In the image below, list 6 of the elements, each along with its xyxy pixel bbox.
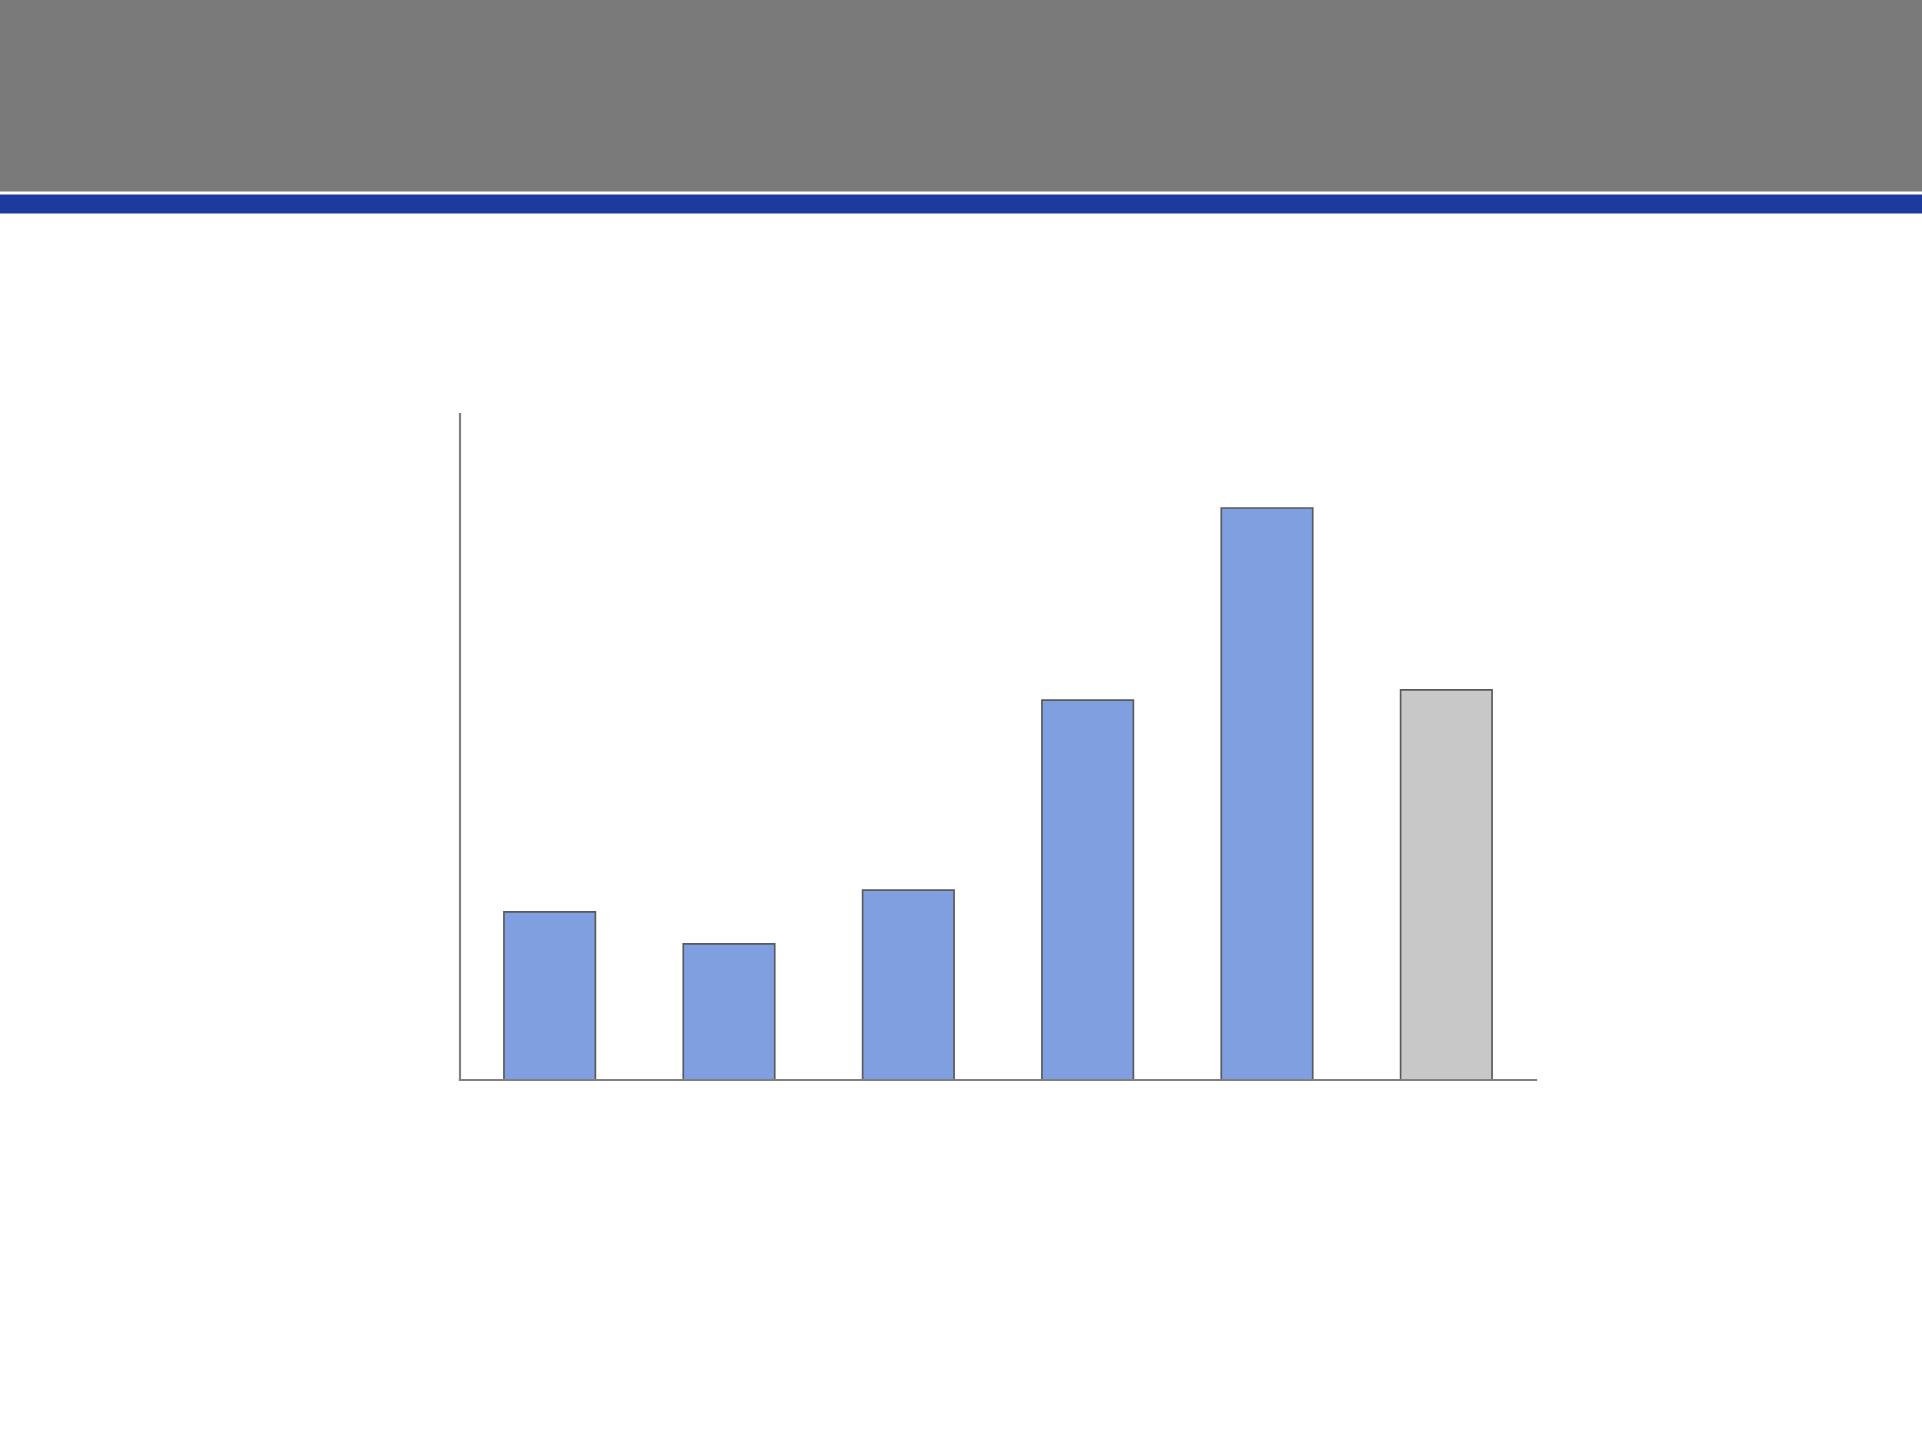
bar <box>682 943 776 1080</box>
bar <box>1220 507 1314 1080</box>
bar <box>503 910 597 1080</box>
bar <box>1041 699 1135 1080</box>
bar <box>861 889 955 1080</box>
bar <box>1399 689 1493 1080</box>
